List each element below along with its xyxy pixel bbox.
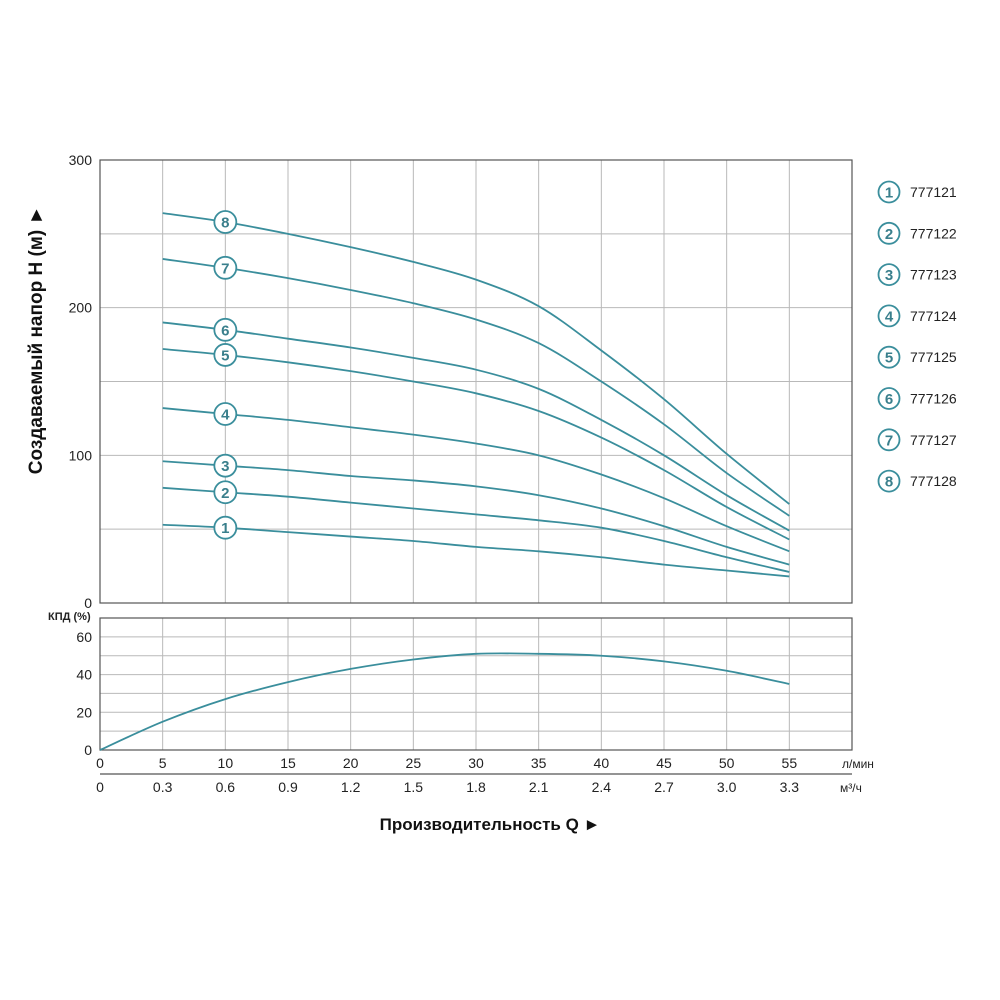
head-plot-frame bbox=[99, 159, 853, 604]
head-axis-label: Создаваемый напор H (м) ► bbox=[26, 206, 47, 475]
efficiency-curve bbox=[99, 652, 790, 751]
flow-lmin-tick-label: 40 bbox=[594, 755, 610, 771]
curve-marker-4 bbox=[213, 402, 238, 426]
head-y-tick-label: 100 bbox=[69, 447, 93, 463]
efficiency-chart-grid bbox=[99, 617, 853, 751]
curve-marker-number: 7 bbox=[221, 260, 229, 277]
head-y-tick-label: 300 bbox=[69, 152, 93, 168]
flow-m3h-unit: м³/ч bbox=[840, 781, 862, 795]
head-curve-777127 bbox=[162, 258, 790, 517]
curve-marker-8 bbox=[213, 210, 238, 234]
head-curve-777128 bbox=[162, 212, 790, 505]
curve-marker-5 bbox=[213, 343, 238, 367]
flow-lmin-tick-label: 20 bbox=[343, 755, 359, 771]
legend-marker-1 bbox=[877, 180, 901, 204]
flow-m3h-tick-label: 1.2 bbox=[341, 779, 361, 795]
flow-lmin-tick-label: 15 bbox=[280, 755, 296, 771]
curve-marker-number: 1 bbox=[221, 520, 229, 537]
flow-m3h-tick-label: 3.3 bbox=[780, 779, 800, 795]
legend-marker-number: 6 bbox=[885, 391, 893, 408]
flow-m3h-tick-label: 0.6 bbox=[216, 779, 236, 795]
flow-m3h-tick-label: 1.8 bbox=[466, 779, 486, 795]
flow-m3h-tick-label: 0.9 bbox=[278, 779, 298, 795]
legend-marker-3 bbox=[877, 263, 901, 287]
curve-marker-7 bbox=[213, 255, 238, 280]
legend-item-label: 777121 bbox=[910, 184, 957, 200]
head-curve-777123 bbox=[162, 460, 790, 566]
head-curve-777124 bbox=[162, 407, 790, 553]
legend-marker-number: 8 bbox=[885, 474, 893, 491]
flow-lmin-tick-label: 35 bbox=[531, 755, 547, 771]
legend-item-label: 777128 bbox=[910, 473, 957, 489]
head-curve-777122 bbox=[162, 486, 790, 573]
flow-lmin-unit: л/мин bbox=[842, 757, 874, 771]
efficiency-y-tick-label: 20 bbox=[76, 704, 92, 720]
head-chart-grid bbox=[99, 159, 853, 604]
efficiency-curve-group bbox=[99, 652, 790, 751]
efficiency-y-tick-label: 0 bbox=[84, 742, 92, 758]
legend-item-label: 777125 bbox=[910, 349, 957, 365]
efficiency-y-tick-label: 60 bbox=[76, 629, 92, 645]
legend-marker-2 bbox=[877, 221, 901, 245]
legend-item-label: 777123 bbox=[910, 267, 957, 283]
legend-marker-number: 2 bbox=[885, 226, 893, 243]
flow-m3h-tick-label: 0 bbox=[96, 779, 104, 795]
legend-marker-4 bbox=[877, 304, 901, 328]
legend-marker-number: 4 bbox=[885, 308, 894, 325]
legend-item-label: 777127 bbox=[910, 432, 957, 448]
flow-m3h-tick-label: 1.5 bbox=[404, 779, 424, 795]
head-curve-777121 bbox=[162, 523, 790, 578]
efficiency-plot-frame bbox=[99, 617, 853, 751]
legend-marker-8 bbox=[877, 469, 901, 493]
curve-marker-number: 4 bbox=[221, 406, 230, 423]
legend-item-label: 777122 bbox=[910, 225, 957, 241]
curve-marker-1 bbox=[213, 515, 238, 540]
curve-marker-number: 2 bbox=[221, 485, 229, 502]
curve-marker-2 bbox=[213, 480, 238, 505]
efficiency-y-tick-label: 40 bbox=[76, 667, 92, 683]
flow-lmin-tick-label: 30 bbox=[468, 755, 484, 771]
curve-marker-number: 6 bbox=[221, 322, 229, 339]
efficiency-axis-label: КПД (%) bbox=[48, 611, 91, 623]
flow-lmin-tick-label: 0 bbox=[96, 755, 104, 771]
flow-lmin-tick-label: 25 bbox=[406, 755, 422, 771]
flow-m3h-tick-label: 3.0 bbox=[717, 779, 737, 795]
legend-marker-number: 5 bbox=[885, 350, 893, 367]
head-curve-777126 bbox=[162, 321, 790, 532]
x-axis-label: Производительность Q ► bbox=[380, 815, 601, 834]
flow-lmin-tick-label: 10 bbox=[218, 755, 234, 771]
flow-lmin-tick-label: 45 bbox=[656, 755, 672, 771]
curve-marker-number: 5 bbox=[221, 347, 229, 364]
legend-item-label: 777124 bbox=[910, 308, 957, 324]
head-y-tick-label: 200 bbox=[69, 300, 93, 316]
curve-marker-6 bbox=[213, 317, 238, 342]
flow-lmin-tick-label: 55 bbox=[782, 755, 798, 771]
head-y-tick-label: 0 bbox=[84, 595, 92, 611]
head-curves: 1 2 3 4 5 6 7 8 bbox=[162, 210, 790, 578]
legend-item-label: 777126 bbox=[910, 391, 957, 407]
flow-m3h-tick-label: 2.7 bbox=[654, 779, 674, 795]
curve-marker-3 bbox=[213, 453, 238, 478]
legend-marker-6 bbox=[877, 387, 901, 410]
flow-lmin-tick-label: 50 bbox=[719, 755, 735, 771]
legend-marker-7 bbox=[877, 428, 901, 452]
flow-lmin-tick-label: 5 bbox=[159, 755, 167, 771]
legend-marker-number: 7 bbox=[885, 432, 893, 449]
legend-marker-number: 3 bbox=[885, 267, 893, 284]
head-curve-777125 bbox=[162, 348, 790, 541]
flow-m3h-tick-label: 2.4 bbox=[592, 779, 612, 795]
legend-marker-5 bbox=[877, 345, 901, 369]
flow-m3h-tick-label: 2.1 bbox=[529, 779, 549, 795]
legend-marker-number: 1 bbox=[885, 185, 893, 202]
curve-marker-number: 8 bbox=[221, 215, 229, 232]
curve-marker-number: 3 bbox=[221, 458, 229, 475]
legend: 1 777121 2 777122 3 777123 4 777124 5 777125 6 7771… bbox=[877, 180, 957, 493]
flow-m3h-tick-label: 0.3 bbox=[153, 779, 173, 795]
